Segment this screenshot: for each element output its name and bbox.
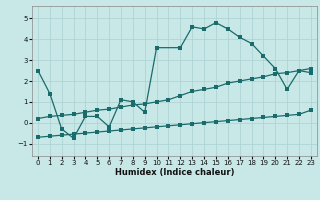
X-axis label: Humidex (Indice chaleur): Humidex (Indice chaleur) — [115, 168, 234, 177]
